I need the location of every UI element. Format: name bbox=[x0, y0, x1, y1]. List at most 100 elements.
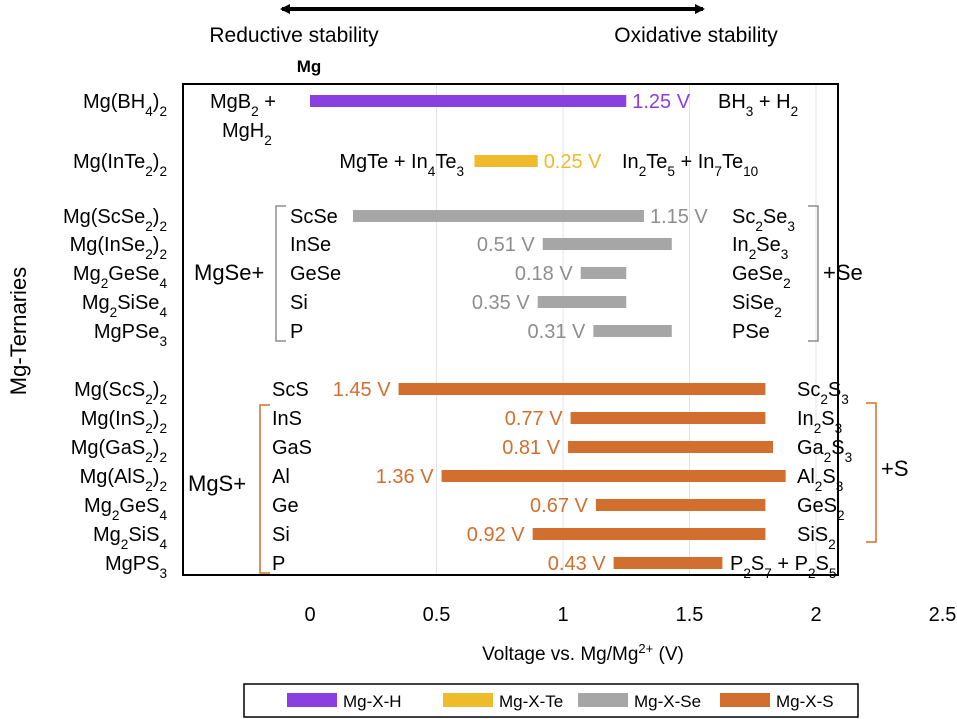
window-label: 1.45 V bbox=[333, 379, 391, 401]
x-tick-label: 1.5 bbox=[676, 604, 704, 626]
group-bracket bbox=[259, 404, 270, 574]
group-label: +Se bbox=[823, 260, 863, 285]
mg-reference-label: Mg bbox=[297, 57, 322, 76]
bar-mg-x-s bbox=[441, 470, 786, 482]
reductive-stability-label: Reductive stability bbox=[209, 24, 379, 47]
compound-label: MgPS3 bbox=[105, 553, 167, 581]
compound-label: Mg(InS2)2 bbox=[81, 408, 167, 436]
bar-mg-x-s bbox=[532, 528, 766, 540]
oxidation-product: SiS2 bbox=[797, 524, 836, 552]
oxidation-product: PSe bbox=[732, 321, 770, 343]
oxidation-product: BH3 + H2 bbox=[718, 91, 798, 119]
bar-mg-x-s bbox=[398, 383, 766, 395]
oxidation-product: Sc2S3 bbox=[797, 379, 849, 407]
bar-mg-x-s bbox=[613, 557, 723, 569]
reduction-product: GeSe bbox=[290, 263, 341, 285]
compound-labels: Mg(BH4)2Mg(InTe2)2Mg(ScSe2)2Mg(InSe2)2Mg… bbox=[63, 91, 167, 581]
bar-mg-x-se bbox=[542, 238, 672, 250]
group-label: MgS+ bbox=[188, 471, 246, 496]
reduction-product: MgH2 bbox=[222, 120, 272, 148]
x-tick-labels: 0 0.5 1 1.5 2 2.5 bbox=[304, 604, 956, 626]
group-label: MgSe+ bbox=[194, 260, 264, 285]
reduction-product: GaS bbox=[272, 437, 312, 459]
bar-mg-x-se bbox=[593, 325, 672, 337]
bar-mg-x-s bbox=[595, 499, 766, 511]
legend-swatch bbox=[578, 693, 628, 707]
compound-label: Mg(GaS2)2 bbox=[71, 437, 167, 465]
reduction-product: P bbox=[272, 553, 285, 575]
oxidation-product: SiSe2 bbox=[732, 292, 782, 320]
legend-swatch bbox=[443, 693, 493, 707]
compound-label: Mg2SiSe4 bbox=[82, 292, 168, 320]
oxidation-product: In2Te5 + In7Te10 bbox=[622, 151, 759, 179]
group-bracket bbox=[275, 205, 286, 342]
bar-mg-x-s bbox=[568, 441, 773, 453]
window-label: 0.35 V bbox=[472, 292, 530, 314]
x-axis-label: Voltage vs. Mg/Mg2+ (V) bbox=[482, 641, 684, 666]
compound-label: Mg(InTe2)2 bbox=[73, 151, 167, 179]
window-label: 1.36 V bbox=[376, 466, 434, 488]
group-bracket bbox=[808, 205, 819, 342]
group-brackets: MgSe+ +Se MgS+ +S bbox=[188, 205, 909, 574]
legend-label: Mg-X-Se bbox=[634, 692, 701, 711]
y-axis-label: Mg-Ternaries bbox=[6, 267, 31, 395]
oxidation-product: GeSe2 bbox=[732, 263, 791, 291]
compound-label: Mg2GeS4 bbox=[84, 495, 167, 523]
reduction-product: P bbox=[290, 321, 303, 343]
window-label: 0.25 V bbox=[544, 151, 602, 173]
bar-mg-x-h bbox=[310, 95, 627, 107]
compound-label: Mg(ScS2)2 bbox=[74, 379, 167, 407]
window-label: 0.81 V bbox=[502, 437, 560, 459]
plot-frame bbox=[182, 83, 839, 576]
compound-label: Mg(InSe2)2 bbox=[70, 234, 167, 262]
bar-mg-x-te bbox=[474, 155, 538, 167]
bar-mg-x-se bbox=[537, 296, 627, 308]
legend-swatch bbox=[720, 693, 770, 707]
legend: Mg-X-H Mg-X-Te Mg-X-Se Mg-X-S bbox=[287, 692, 834, 711]
reduction-product: Ge bbox=[272, 495, 299, 517]
window-label: 0.67 V bbox=[530, 495, 588, 517]
compound-label: MgPSe3 bbox=[94, 321, 167, 349]
bar-mg-x-se bbox=[580, 267, 627, 279]
bars-layer: 1.25 V MgB2 +MgH2 BH3 + H2 0.25 V MgTe + In4… bbox=[210, 91, 852, 581]
bar-mg-x-s bbox=[570, 412, 766, 424]
group-label: +S bbox=[881, 456, 909, 481]
bar-mg-x-se bbox=[353, 210, 644, 222]
window-label: 1.25 V bbox=[632, 91, 690, 113]
x-tick-label: 2.5 bbox=[929, 604, 957, 626]
group-bracket bbox=[866, 402, 877, 543]
window-label: 1.15 V bbox=[650, 206, 708, 228]
window-label: 0.18 V bbox=[515, 263, 573, 285]
legend-label: Mg-X-H bbox=[343, 692, 402, 711]
reduction-product: ScS bbox=[272, 379, 309, 401]
window-label: 0.77 V bbox=[505, 408, 563, 430]
legend-label: Mg-X-Te bbox=[499, 692, 563, 711]
x-tick-label: 0 bbox=[304, 604, 315, 626]
reduction-product: MgB2 + bbox=[210, 91, 276, 119]
grid-lines bbox=[436, 85, 817, 574]
window-label: 0.43 V bbox=[548, 553, 606, 575]
x-tick-label: 2 bbox=[810, 604, 821, 626]
oxidation-product: Sc2Se3 bbox=[732, 206, 795, 234]
reduction-product: MgTe + In4Te3 bbox=[339, 151, 464, 179]
compound-label: Mg2GeSe4 bbox=[73, 263, 168, 291]
legend-label: Mg-X-S bbox=[776, 692, 834, 711]
reduction-product: Al bbox=[272, 466, 290, 488]
oxidation-product: In2Se3 bbox=[732, 234, 788, 262]
x-tick-label: 0.5 bbox=[423, 604, 451, 626]
compound-label: Mg(AlS2)2 bbox=[80, 466, 167, 494]
window-label: 0.51 V bbox=[477, 234, 535, 256]
reduction-product: Si bbox=[290, 292, 308, 314]
reduction-product: Si bbox=[272, 524, 290, 546]
reduction-product: InS bbox=[272, 408, 302, 430]
window-label: 0.92 V bbox=[467, 524, 525, 546]
oxidation-product: P2S7 + P2S5 bbox=[730, 553, 836, 581]
oxidation-product: Ga2S3 bbox=[797, 437, 852, 465]
oxidation-product: GeS2 bbox=[797, 495, 845, 523]
oxidative-stability-label: Oxidative stability bbox=[614, 24, 778, 47]
oxidation-product: In2S3 bbox=[797, 408, 842, 436]
x-tick-label: 1 bbox=[557, 604, 568, 626]
compound-label: Mg2SiS4 bbox=[93, 524, 167, 552]
window-label: 0.31 V bbox=[528, 321, 586, 343]
reduction-product: ScSe bbox=[290, 206, 338, 228]
